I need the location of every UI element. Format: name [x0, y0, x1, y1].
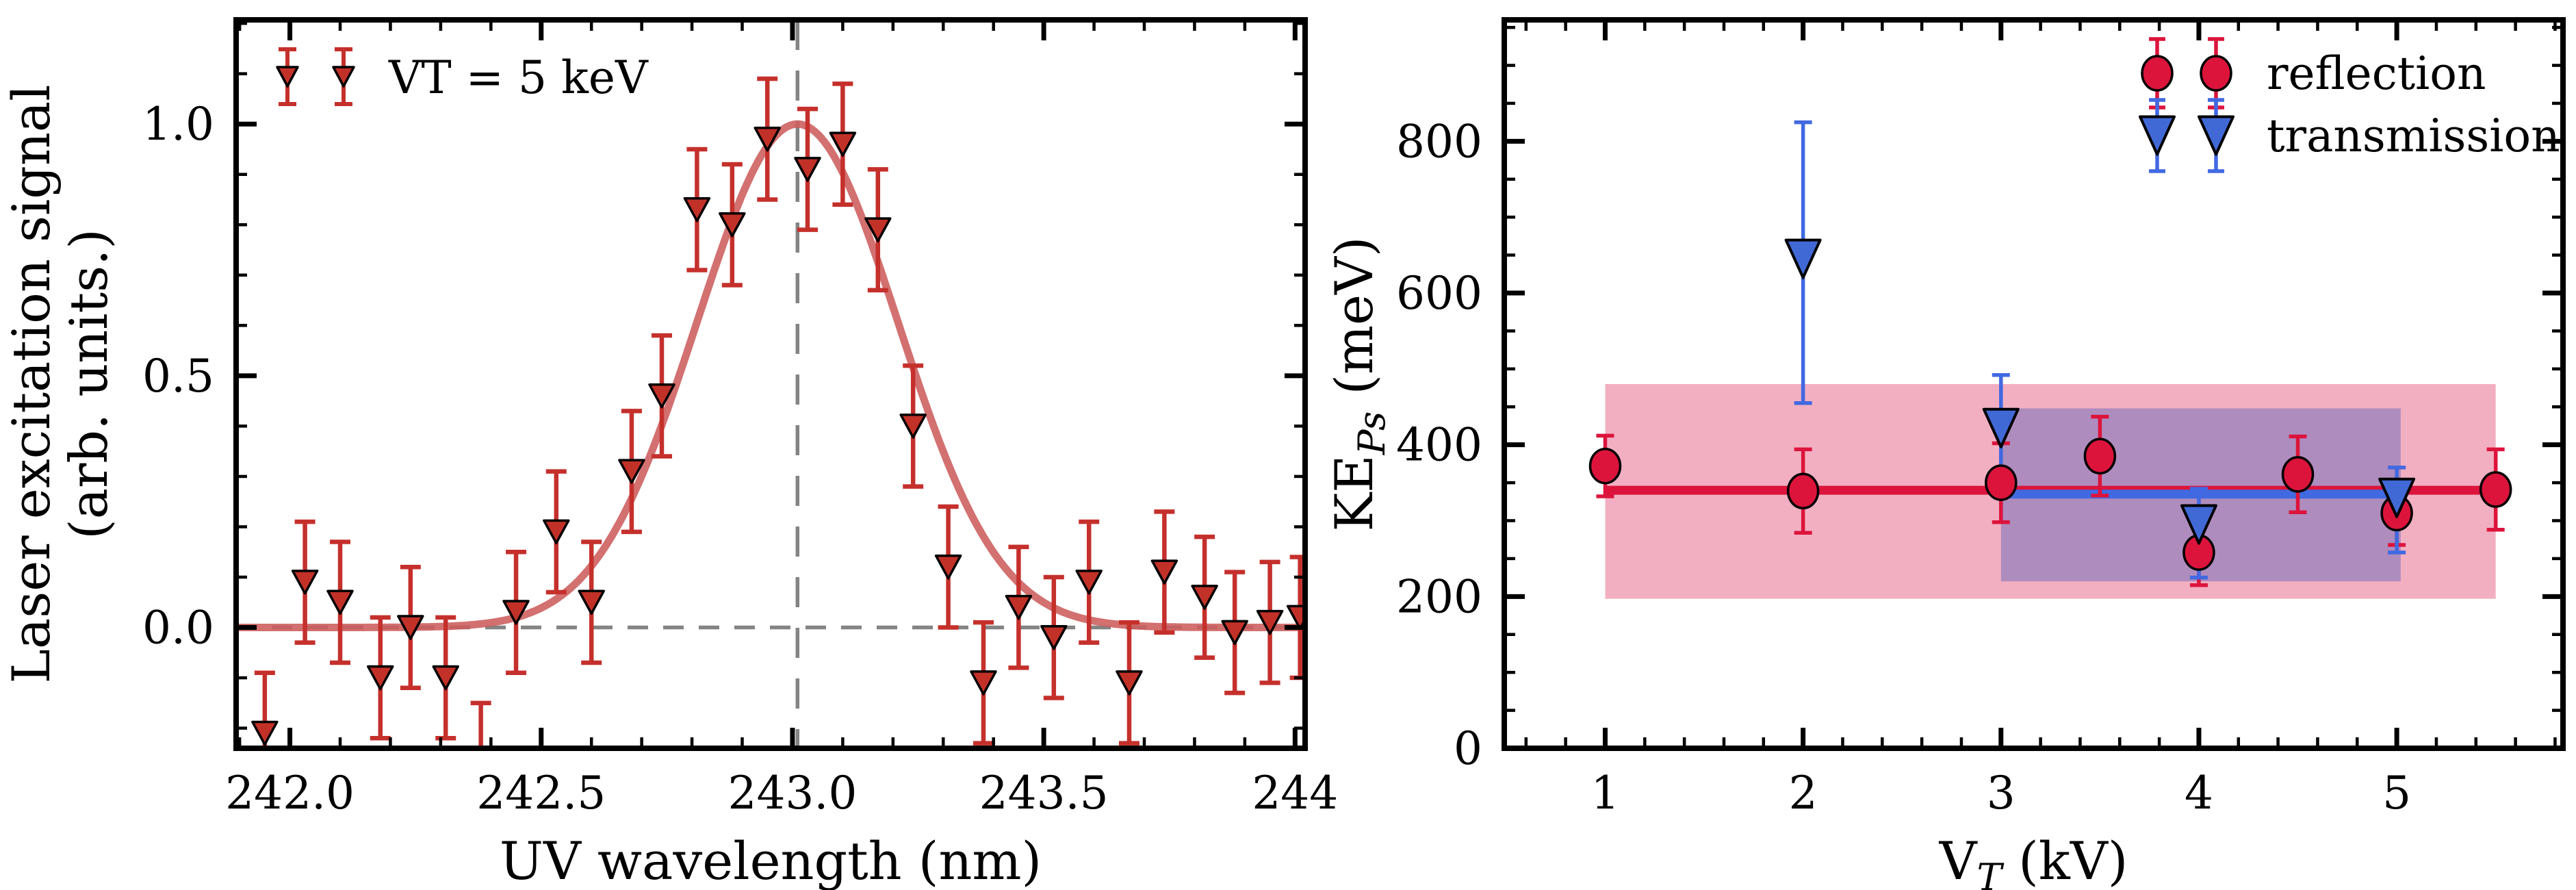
laser-signal-marker — [1075, 570, 1103, 595]
x-tick-label: 244 — [1252, 767, 1338, 819]
axes-right: 1 2 3 4 5 0 200 400 600 800 — [1396, 17, 2566, 819]
laser-signal-marker — [719, 212, 746, 238]
y-tick-label: 0 — [1454, 722, 1482, 775]
x-tick-label: 243.0 — [727, 767, 857, 819]
y-tick-label: 1.0 — [142, 98, 214, 151]
tspan-shape: KE — [1324, 455, 1384, 531]
y-axis-title-left-line2: (arb. units.) — [58, 229, 119, 539]
laser-signal-marker — [291, 570, 319, 595]
axes-left: 242.0 242.5 243.0 243.5 244 0.0 0.5 1.0 — [142, 17, 1338, 819]
laser-signal-marker — [648, 383, 675, 409]
laser-signal-marker — [251, 720, 279, 746]
y-tick-label: 800 — [1396, 115, 1482, 168]
reflection-marker — [2281, 456, 2315, 493]
legend-left: VT = 5 keV — [276, 47, 649, 106]
transmission-marker — [1982, 407, 2020, 448]
laser-signal-marker — [1005, 594, 1033, 620]
x-tick-label: 243.5 — [979, 767, 1109, 819]
reflection-marker — [2083, 437, 2117, 475]
legend-label-vt: VT = 5 keV — [388, 51, 649, 104]
transmission-marker — [2180, 504, 2217, 545]
y-axis-title-left-line1: Laser excitation signal — [1, 84, 62, 683]
x-tick-label: 3 — [1987, 767, 2015, 819]
reflection-marker — [1588, 447, 1622, 485]
reflection-marker — [2479, 471, 2512, 508]
laser-signal-marker — [432, 665, 459, 691]
legend-marker-transmission — [2198, 115, 2234, 156]
laser-signal-marker — [1040, 624, 1068, 650]
x-tick-label: 242.0 — [225, 767, 355, 819]
y-tick-label: 400 — [1396, 419, 1482, 472]
x-axis-title-left: UV wavelength (nm) — [500, 830, 1042, 890]
y-tick-label: 600 — [1396, 267, 1482, 320]
legend-marker-transmission — [2139, 115, 2176, 156]
transmission-marker — [1784, 238, 1822, 279]
x-tick-label: 5 — [2382, 767, 2411, 819]
legend-marker-triangle — [276, 66, 299, 88]
legend-right: reflection transmission — [2139, 37, 2560, 173]
y-tick-label: 200 — [1396, 570, 1482, 623]
laser-signal-marker — [970, 670, 997, 696]
x-tick-label: 242.5 — [476, 767, 606, 819]
legend-marker-reflection — [2141, 55, 2174, 92]
laser-signal-marker — [1191, 585, 1218, 610]
laser-signal-marker — [864, 217, 892, 242]
right-data-area — [1588, 120, 2512, 599]
reflection-marker — [1786, 472, 1820, 510]
laser-signal-marker — [754, 127, 781, 152]
laser-signal-marker — [1116, 670, 1143, 696]
transmission-marker — [2378, 477, 2416, 518]
tspan-shape: T — [1976, 855, 2004, 890]
x-tick-label: 2 — [1789, 767, 1818, 819]
legend-label-transmission: transmission — [2267, 110, 2560, 162]
laser-signal-marker — [367, 665, 394, 691]
laser-signal-marker — [899, 414, 927, 439]
x-axis-title-right: VT (kV) — [1939, 830, 2128, 890]
laser-signal-marker — [794, 157, 821, 182]
laser-signal-marker — [543, 519, 570, 545]
y-tick-label: 0.0 — [142, 602, 214, 654]
laser-signal-marker — [1221, 620, 1248, 646]
laser-signal-marker — [578, 589, 605, 615]
laser-signal-marker — [829, 131, 857, 157]
tspan-shape: (meV) — [1324, 236, 1384, 411]
reflection-marker — [1985, 464, 2018, 501]
laser-signal-marker — [1150, 559, 1178, 585]
laser-signal-marker — [1256, 609, 1284, 635]
tspan-shape: Ps — [1350, 411, 1393, 455]
left-data-area — [236, 20, 1305, 748]
laser-signal-marker — [326, 589, 354, 615]
legend-marker-triangle — [332, 66, 355, 88]
legend-label-reflection: reflection — [2267, 47, 2486, 100]
laser-signal-marker — [502, 600, 530, 625]
y-axis-title-right: KEPs (meV) — [1324, 236, 1393, 531]
laser-signal-marker — [618, 459, 645, 484]
plot-frame — [233, 17, 1308, 751]
laser-signal-marker — [934, 555, 962, 580]
tspan-shape: (kV) — [2002, 830, 2128, 890]
legend-marker-reflection — [2200, 55, 2232, 92]
laser-signal-marker — [397, 615, 424, 640]
x-tick-label: 4 — [2185, 767, 2213, 819]
laser-signal-marker — [1286, 605, 1305, 631]
plot-frame — [1502, 17, 2566, 751]
y-tick-label: 0.5 — [142, 350, 214, 403]
tspan-shape: V — [1939, 830, 1978, 890]
laser-signal-marker — [683, 196, 711, 222]
x-tick-label: 1 — [1590, 767, 1619, 819]
